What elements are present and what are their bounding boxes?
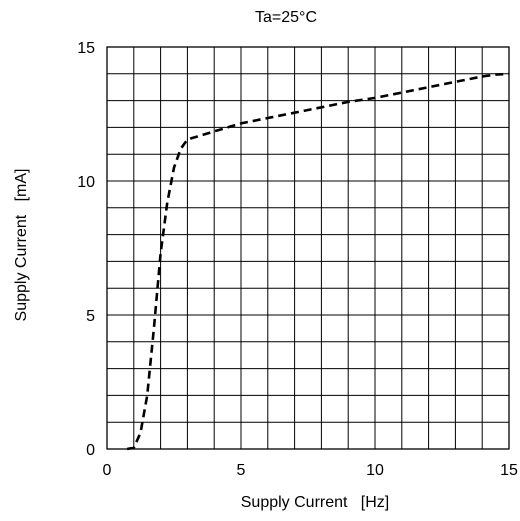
x-axis-title: Supply Current [Hz]	[241, 494, 390, 511]
x-tick-label: 15	[500, 462, 518, 479]
plot-frame	[106, 46, 510, 450]
series-group	[126, 72, 510, 451]
x-tick-labels: 0 5 10 15	[103, 462, 518, 479]
x-tick-label: 10	[366, 462, 384, 479]
y-tick-label: 0	[86, 442, 95, 459]
x-tick-label: 5	[237, 462, 246, 479]
y-tick-labels: 0 5 10 15	[77, 40, 95, 459]
y-tick-label: 10	[77, 174, 95, 191]
chart-title: Ta=25°C	[255, 9, 317, 26]
x-tick-label: 0	[103, 462, 112, 479]
y-axis-title: Supply Current [mA]	[13, 169, 30, 322]
grid	[107, 47, 509, 449]
y-tick-label: 15	[77, 40, 95, 57]
y-tick-label: 5	[86, 308, 95, 325]
series-line	[126, 72, 510, 451]
